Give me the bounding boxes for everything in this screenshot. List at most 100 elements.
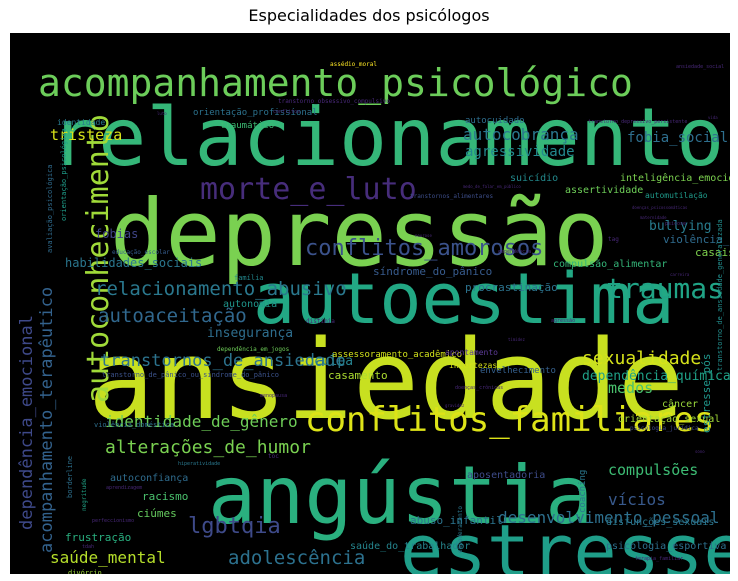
word-terapia-familiar: terapia_familiar [635, 556, 683, 562]
word-autoconfian-a: autoconfiança [110, 473, 188, 484]
word-borderline: borderline [66, 456, 74, 498]
word-transtorno-depressivo-persistente: transtorno_depressivo_persistente [588, 119, 687, 125]
word-tristeza: tristeza [50, 126, 122, 144]
word-depend-ncia-em-jogos: dependência_em_jogos [217, 346, 290, 353]
word-casais: casais [695, 246, 730, 259]
word-distimia: distimia [306, 318, 335, 325]
word-assertividade: assertividade [565, 185, 643, 196]
word-depend-ncia: dependência [498, 248, 531, 255]
word-suic-dio: suicídio [510, 172, 558, 184]
word-identidade: identidade [57, 118, 105, 127]
word-agress-o: agressão [551, 318, 575, 324]
word-transtorno-de-ansiedade-generalizada: transtorno_de_ansiedade_generalizada [716, 219, 724, 371]
word-intelig-ncia-emocional: inteligência_emocional [620, 172, 730, 184]
word-casamento: casamento [328, 369, 388, 382]
word-ci-mes: ciúmes [137, 507, 177, 520]
word-frustra-o: frustração [65, 531, 131, 544]
word-disfun-es-sexuais: disfunções_sexuais [606, 517, 714, 528]
word-conflitos-amorosos: conflitos_amorosos [305, 236, 543, 261]
word-altera-es-de-humor: alterações_de_humor [105, 437, 311, 458]
word-estresse-p-s: estresse_pós [700, 354, 713, 433]
word-perfeccionismo: perfeccionismo [92, 518, 134, 524]
word-empoderamento: empoderamento [457, 506, 464, 553]
word-maternidade: maternidade [640, 215, 667, 220]
word-bullying: bullying [649, 219, 712, 234]
word-s-ndrome-do-p-nico: síndrome_do_pânico [373, 265, 492, 278]
word-autonomia: autonomia [223, 299, 277, 310]
word-educa-o-escolar: educação_escolar [112, 249, 170, 256]
word-psicose: psicose [665, 221, 686, 227]
word-coaching: coaching [578, 470, 588, 513]
word-sexualidade: sexualidade [582, 348, 701, 369]
word-avalia-o-psicol-gica: avaliação_psicológica [46, 164, 54, 253]
word-transtornos-de-ansiedade: transtornos_de_ansiedade [100, 351, 346, 371]
word-apontamento: apontamento [445, 348, 498, 357]
word-sa-de-do-trabalhador: saúde_do_trabalhador [350, 540, 470, 552]
word-viol-ncia-dom-stica: violência_doméstica [94, 421, 174, 429]
word-timidez: timidez [508, 337, 525, 342]
word-cloud-canvas: ansiedade depressão relacionamentos autoest… [10, 33, 730, 574]
word-menopausa: menopausa [260, 393, 287, 399]
word-orienta-o-sexual: orientação_sexual [618, 414, 720, 425]
word-ang-stia: angústia [208, 449, 593, 542]
word-neurose: neurose [415, 233, 432, 238]
word-procrastina-o: procrastinação [465, 281, 558, 294]
word-transtorno-de-p-nico-ou-s-ndrome-do-p-nico: transtorno_de_pânico_ou_síndrome_do_pâni… [102, 371, 279, 379]
word-doen-as-cr-nicas: doenças_crônicas [455, 384, 503, 391]
word-relacionamento-abusivo: relacionamento_abusivo [95, 278, 347, 300]
word-orienta-o-psicol-gica: orientação_psicológica [60, 128, 68, 221]
word-autoestima: autoestima [253, 258, 674, 340]
word-luto: luto [157, 111, 167, 116]
word-incertezas: incertezas [449, 361, 497, 370]
word-viol-ncia-sexual: violência_sexual [663, 233, 730, 246]
word-medos: medos [608, 379, 653, 397]
word-envelhecimento: envelhecimento [480, 366, 556, 376]
word-abuso-infantil: abuso_infantil [410, 514, 503, 527]
word-habilidades-sociais: habilidades_sociais [65, 256, 202, 270]
word-v-cios: vícios [608, 490, 666, 509]
word-transtorno-obsessivo-compulsivo: transtorno_obsessivo_compulsivo [278, 98, 390, 105]
word-autocobran-a: autocobrança [463, 125, 579, 144]
word-fobia-social: fobia_social [627, 130, 728, 146]
word-autoaceita-o: autoaceitação [98, 305, 247, 327]
word-medo-de-falar-em-p-blico: medo_de_falar_em_público [463, 184, 521, 189]
word-aprendizagem: aprendizagem [106, 485, 142, 491]
word-depend-ncia-emocional: dependência_emocional [17, 315, 37, 530]
word-depress-o: depressão [110, 180, 609, 287]
word-sono: sono [695, 449, 705, 454]
word-tdah: tdah [82, 544, 94, 550]
word-vida: vida [708, 115, 718, 120]
word-compuls-o-alimentar: compulsão_alimentar [553, 259, 667, 270]
word-traum-tico: traumático [220, 121, 274, 131]
word-compuls-es: compulsões [608, 461, 698, 479]
word-assessoramento-acad-mico: assessoramento_acadêmico [332, 349, 462, 360]
word-traumas: traumas [606, 272, 724, 305]
word-div-rcio: divórcio [68, 569, 102, 574]
word-conflitos: conflitos [273, 109, 300, 115]
word-agressividade: agressividade [465, 144, 575, 160]
word-ass-dio-moral: assédio_moral [330, 61, 377, 68]
word-sa-de-mental: saúde_mental [50, 548, 166, 567]
word-toc: toc [268, 453, 279, 460]
word-autoconhecimento: autoconhecimento [81, 114, 116, 403]
word-ansiedade: ansiedade [88, 316, 684, 444]
word-conflitos-familiares: conflitos_familiares [305, 400, 714, 440]
word-adolesc-ncia: adolescência [228, 547, 365, 569]
word-inseguran-a: insegurança [207, 326, 293, 341]
word-fobias: fobias [95, 227, 138, 241]
word-desenvolvimento-pessoal: desenvolvimento_pessoal [498, 508, 720, 527]
word-carreira: carreira [670, 272, 690, 277]
word-hiperatividade: hiperatividade [178, 461, 220, 467]
word-doen-as-psicossom-ticas: doenças_psicossomáticas [632, 205, 688, 210]
word-psicologia-jur-dica: psicologia_jurídica [630, 425, 699, 432]
word-acompanhamento-terap-utico: acompanhamento_terapêutico [37, 287, 57, 553]
chart-title: Especialidades dos psicólogos [248, 6, 490, 25]
word-depend-ncia-qu-mica: dependência_química [582, 369, 730, 384]
word-morte-e-luto: morte_e_luto [200, 172, 417, 207]
word-autocuidado: autocuidado [465, 116, 525, 126]
word-acompanhamento-psicol-gico: acompanhamento_psicológico [38, 61, 633, 106]
word-psicologia-esportiva: psicologia_esportiva [606, 541, 726, 552]
word-tag: tag [608, 236, 619, 243]
word-automutila-o: automutilação [645, 191, 708, 200]
